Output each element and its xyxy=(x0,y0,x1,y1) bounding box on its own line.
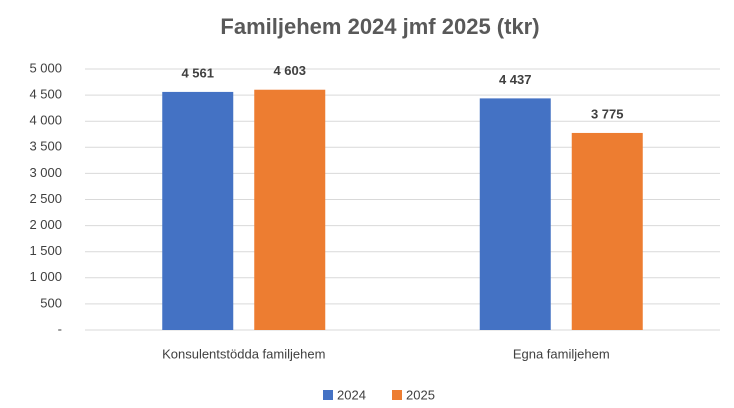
bar xyxy=(571,132,643,330)
bar xyxy=(254,89,326,331)
chart-title: Familjehem 2024 jmf 2025 (tkr) xyxy=(220,14,539,39)
y-tick-label: 1 500 xyxy=(29,243,62,258)
y-tick-label: 4 000 xyxy=(29,113,62,128)
value-label: 4 437 xyxy=(499,72,532,87)
x-tick-label: Konsulentstödda familjehem xyxy=(162,346,325,361)
value-label: 3 775 xyxy=(591,106,624,121)
y-tick-label: 500 xyxy=(40,295,62,310)
value-label: 4 561 xyxy=(181,65,214,80)
y-tick-label: 3 000 xyxy=(29,165,62,180)
y-tick-label: - xyxy=(58,321,62,336)
y-tick-label: 2 000 xyxy=(29,217,62,232)
value-label: 4 603 xyxy=(273,63,306,78)
y-tick-label: 4 500 xyxy=(29,87,62,102)
y-tick-label: 5 000 xyxy=(29,60,62,75)
y-tick-label: 1 000 xyxy=(29,269,62,284)
legend-label: 2024 xyxy=(337,387,366,402)
legend-swatch xyxy=(392,390,402,400)
bar xyxy=(162,91,234,330)
bar xyxy=(479,98,551,330)
x-tick-label: Egna familjehem xyxy=(513,346,610,361)
legend-swatch xyxy=(323,390,333,400)
y-tick-label: 2 500 xyxy=(29,191,62,206)
y-tick-label: 3 500 xyxy=(29,139,62,154)
legend-label: 2025 xyxy=(406,387,435,402)
